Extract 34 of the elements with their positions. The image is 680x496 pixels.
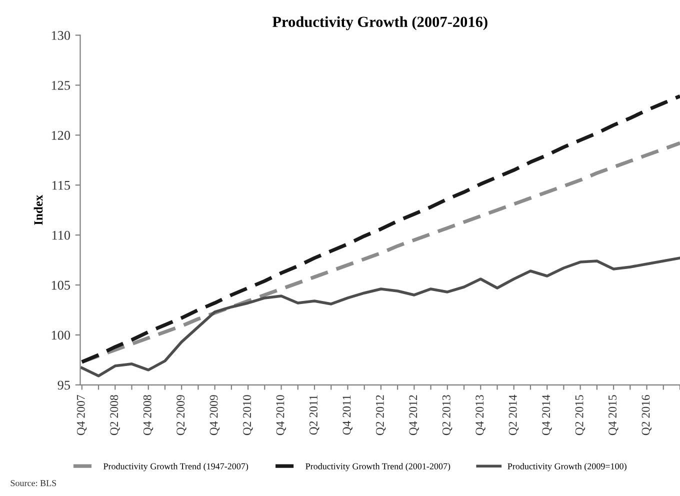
x-tick-label: Q2 2008: [110, 395, 120, 436]
x-tick-label: Q2 2016: [642, 394, 652, 436]
x-tick-label: Q2 2014: [508, 394, 519, 436]
chart-title: Productivity Growth (2007-2016): [272, 16, 488, 30]
y-tick-label: 95: [58, 380, 70, 390]
x-tick-label: Q4 2007: [76, 394, 87, 436]
x-tick-label: Q2 2012: [376, 395, 386, 436]
x-tick-label: Q2 2011: [309, 395, 320, 435]
x-tick-label: Q2 2009: [176, 395, 186, 436]
line-series: [80, 256, 680, 378]
y-tick-label: 120: [52, 130, 70, 140]
y-tick-label: 115: [52, 180, 70, 190]
x-tick-label: Q4 2010: [276, 395, 286, 436]
y-tick-label: 130: [52, 31, 70, 40]
x-tick-label: Q4 2012: [409, 395, 419, 436]
x-tick-label: Q4 2011: [342, 395, 352, 435]
x-tick-label: Q4 2009: [210, 395, 220, 436]
x-tick-label: Q2 2013: [442, 395, 452, 436]
x-tick-label: Q2 2015: [575, 395, 586, 436]
x-tick-label: Q4 2013: [476, 395, 486, 436]
x-tick-label: Q4 2014: [542, 394, 552, 436]
legend-label: Productivity Growth (2009=100): [508, 463, 626, 472]
y-tick-label: 125: [52, 81, 70, 90]
legend-label: Productivity Growth Trend (1947-2007): [104, 463, 248, 472]
y-tick-label: 105: [52, 280, 70, 290]
line-series: [80, 94, 680, 364]
x-tick-label: Q4 2015: [608, 395, 618, 436]
source-note: Source: BLS: [10, 480, 56, 486]
y-axis-title: Index: [34, 194, 43, 225]
legend-label: Productivity Growth Trend (2001-2007): [306, 463, 450, 472]
x-tick-label: Q4 2008: [143, 395, 154, 436]
y-tick-label: 100: [52, 330, 70, 340]
y-tick-label: 110: [52, 230, 70, 240]
x-tick-label: Q2 2010: [243, 395, 253, 436]
